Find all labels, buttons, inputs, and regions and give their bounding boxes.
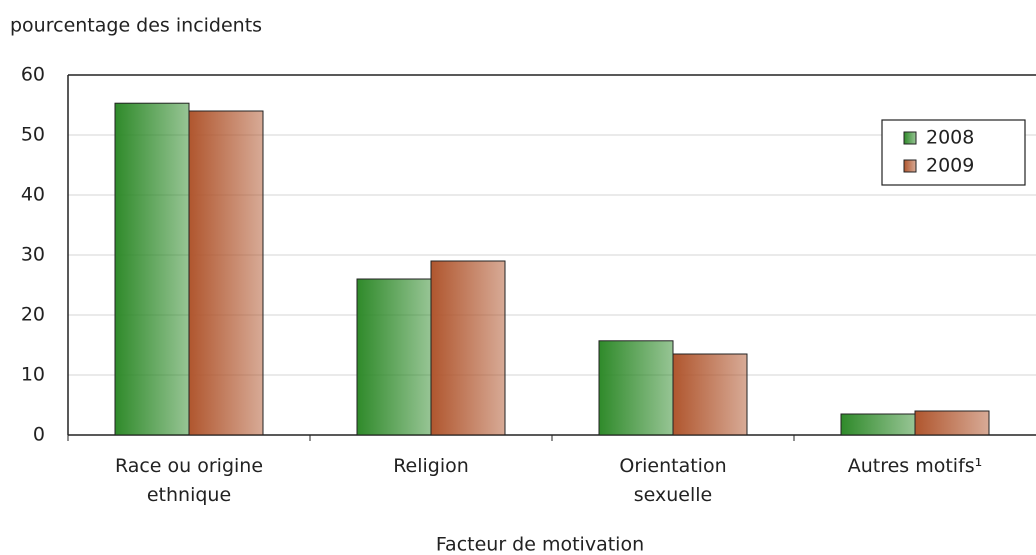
legend-swatch xyxy=(903,159,917,173)
bar xyxy=(114,102,190,436)
x-axis-title: Facteur de motivation xyxy=(436,534,644,555)
x-tick-label: Autres motifs¹ xyxy=(847,455,983,477)
y-tick-label: 50 xyxy=(21,124,45,146)
y-tick-label: 10 xyxy=(21,364,45,386)
legend: 2008 2009 xyxy=(881,119,1026,186)
bar xyxy=(914,410,990,436)
legend-swatch xyxy=(903,131,917,145)
y-tick-label: 40 xyxy=(21,184,45,206)
x-tick-label: Religion xyxy=(393,455,469,477)
bar xyxy=(840,413,916,436)
bar xyxy=(672,353,748,436)
y-tick-label: 30 xyxy=(21,244,45,266)
y-axis-title: pourcentage des incidents xyxy=(10,15,262,37)
bar xyxy=(430,260,506,436)
y-tick-label: 60 xyxy=(21,64,45,86)
y-tick-label: 20 xyxy=(21,304,45,326)
bar xyxy=(598,340,674,436)
legend-box xyxy=(881,119,1026,186)
y-tick-label: 0 xyxy=(33,424,45,446)
legend-label: 2008 xyxy=(926,127,974,149)
bar xyxy=(188,110,264,436)
x-tick-label: Orientation sexuelle xyxy=(619,455,727,506)
bar xyxy=(356,278,432,436)
legend-label: 2009 xyxy=(926,155,974,177)
x-tick-label: Race ou origine ethnique xyxy=(114,455,264,506)
